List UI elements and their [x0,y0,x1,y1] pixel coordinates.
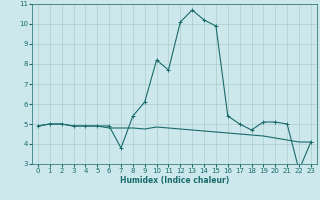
X-axis label: Humidex (Indice chaleur): Humidex (Indice chaleur) [120,176,229,185]
